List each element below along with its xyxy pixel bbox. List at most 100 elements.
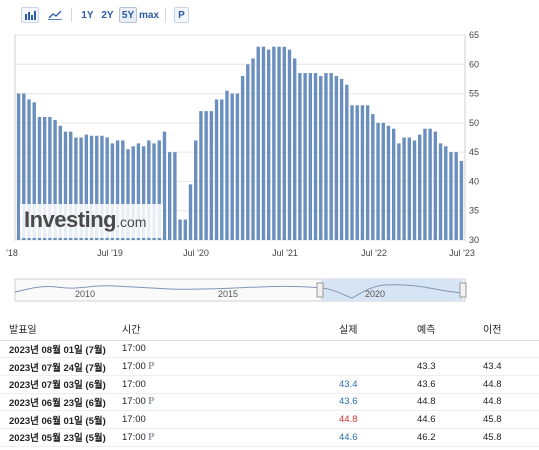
bar[interactable] [16, 93, 21, 240]
bar[interactable] [214, 99, 219, 241]
bar[interactable] [22, 93, 26, 240]
bar[interactable] [287, 49, 292, 240]
range-button-max[interactable]: max [139, 9, 160, 21]
bar[interactable] [178, 219, 182, 241]
header-forecast[interactable]: 예측 [417, 318, 483, 341]
bar[interactable] [402, 137, 406, 241]
bar[interactable] [444, 146, 448, 240]
bar-chart-icon[interactable] [21, 7, 39, 23]
bar[interactable] [339, 78, 344, 241]
bar[interactable] [391, 128, 396, 240]
bar[interactable] [32, 102, 36, 240]
bar[interactable] [183, 219, 187, 241]
bar[interactable] [105, 137, 109, 241]
bar[interactable] [277, 46, 281, 241]
bar[interactable] [454, 152, 458, 240]
bar[interactable] [272, 46, 276, 241]
bar[interactable] [334, 76, 339, 240]
bar[interactable] [126, 149, 130, 240]
bar[interactable] [147, 140, 151, 240]
bar[interactable] [360, 105, 365, 240]
bar[interactable] [225, 90, 229, 240]
bar[interactable] [345, 84, 349, 240]
bar[interactable] [84, 134, 89, 240]
bar[interactable] [397, 143, 401, 240]
bar[interactable] [459, 160, 464, 240]
bar[interactable] [27, 99, 31, 241]
bar[interactable] [428, 128, 432, 240]
bar[interactable] [308, 73, 313, 240]
bar[interactable] [386, 125, 391, 240]
bar[interactable] [235, 93, 240, 240]
bar[interactable] [293, 58, 297, 241]
bar[interactable] [220, 99, 224, 241]
bar[interactable] [131, 146, 135, 240]
navigator-right-handle[interactable] [459, 282, 467, 298]
bar[interactable] [48, 117, 52, 240]
bar[interactable] [376, 122, 380, 240]
bar[interactable] [365, 105, 370, 240]
bar[interactable] [69, 131, 73, 240]
bar[interactable] [79, 137, 83, 241]
bar[interactable] [141, 146, 146, 240]
bar[interactable] [230, 93, 234, 240]
bar[interactable] [74, 137, 78, 241]
bar[interactable] [298, 73, 302, 240]
bar[interactable] [115, 140, 120, 240]
bar[interactable] [433, 131, 438, 240]
bar[interactable] [282, 46, 286, 241]
bar[interactable] [162, 131, 167, 240]
navigator-left-handle[interactable] [316, 282, 324, 298]
bar[interactable] [319, 76, 323, 240]
bar[interactable] [152, 143, 156, 240]
header-time[interactable]: 시간 [122, 318, 339, 341]
bar[interactable] [246, 64, 250, 240]
bar[interactable] [418, 134, 422, 240]
bar[interactable] [324, 73, 328, 240]
header-actual[interactable]: 실제 [339, 318, 417, 341]
bar[interactable] [95, 135, 99, 240]
bar[interactable] [407, 137, 411, 241]
bar[interactable] [136, 143, 141, 240]
bar[interactable] [121, 140, 125, 240]
range-button-1y[interactable]: 1Y [81, 9, 94, 21]
bar[interactable] [251, 58, 255, 241]
bar[interactable] [42, 117, 47, 240]
bar[interactable] [329, 73, 333, 240]
bar[interactable] [58, 125, 62, 240]
bar[interactable] [173, 152, 177, 240]
header-date[interactable]: 발표일 [0, 318, 122, 341]
bar[interactable] [167, 152, 172, 240]
bar[interactable] [355, 105, 359, 240]
bar[interactable] [209, 111, 214, 240]
bar[interactable] [371, 114, 375, 240]
header-previous[interactable]: 이전 [483, 318, 539, 341]
bar[interactable] [240, 76, 245, 240]
bar[interactable] [412, 140, 417, 240]
bar[interactable] [449, 152, 453, 240]
bar[interactable] [256, 46, 260, 241]
bar[interactable] [89, 135, 94, 240]
bar[interactable] [100, 135, 104, 240]
range-button-5y[interactable]: 5Y [119, 7, 137, 23]
bar[interactable] [53, 119, 57, 240]
bar[interactable] [303, 73, 307, 240]
bar[interactable] [313, 73, 318, 240]
bar[interactable] [350, 105, 354, 240]
bar[interactable] [381, 122, 385, 240]
bar[interactable] [63, 131, 68, 240]
p-button[interactable]: P [174, 7, 189, 23]
bar[interactable] [188, 184, 193, 240]
bar[interactable] [157, 140, 161, 240]
bar[interactable] [37, 117, 42, 240]
bar[interactable] [423, 128, 427, 240]
bar[interactable] [266, 49, 271, 240]
bar[interactable] [438, 143, 443, 240]
range-button-2y[interactable]: 2Y [101, 9, 114, 21]
bar[interactable] [194, 140, 198, 240]
bar[interactable] [110, 143, 115, 240]
bar[interactable] [199, 111, 203, 240]
bar[interactable] [261, 46, 266, 241]
bar[interactable] [204, 111, 208, 240]
line-chart-icon[interactable] [46, 7, 64, 23]
